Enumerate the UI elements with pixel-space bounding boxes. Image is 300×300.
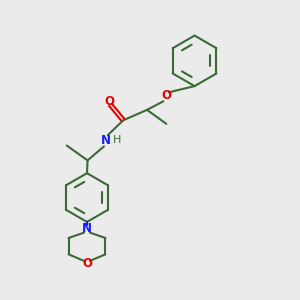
Text: N: N — [82, 222, 92, 235]
Text: O: O — [82, 257, 92, 270]
Text: H: H — [112, 136, 121, 146]
Text: O: O — [161, 89, 171, 102]
Text: N: N — [100, 134, 110, 147]
Text: O: O — [104, 95, 114, 108]
